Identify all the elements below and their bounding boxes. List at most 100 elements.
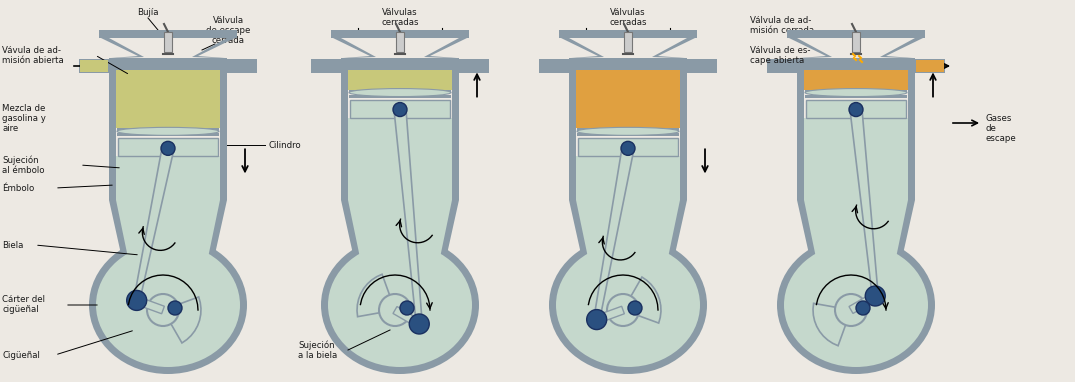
Bar	[539, 59, 569, 73]
Text: Cilindro: Cilindro	[268, 141, 301, 149]
Circle shape	[607, 294, 639, 326]
Text: misión cerrada: misión cerrada	[750, 26, 814, 34]
Text: cape abierta: cape abierta	[750, 55, 804, 65]
Bar	[349, 95, 452, 97]
Text: Vávula de ad-: Vávula de ad-	[2, 45, 61, 55]
Polygon shape	[133, 147, 174, 301]
Polygon shape	[424, 38, 467, 58]
Bar	[559, 30, 697, 38]
Polygon shape	[393, 306, 421, 327]
Bar	[787, 30, 924, 38]
Polygon shape	[576, 200, 680, 256]
Ellipse shape	[321, 236, 479, 374]
Circle shape	[127, 290, 146, 311]
Bar	[577, 133, 679, 136]
Text: al émbolo: al émbolo	[2, 165, 44, 175]
Polygon shape	[596, 306, 625, 323]
Polygon shape	[395, 109, 422, 324]
Polygon shape	[850, 109, 878, 296]
Text: Cárter del: Cárter del	[2, 296, 45, 304]
Bar	[118, 138, 218, 156]
Ellipse shape	[117, 127, 219, 135]
Polygon shape	[593, 147, 634, 320]
Bar	[852, 32, 860, 52]
Bar	[578, 138, 678, 156]
Circle shape	[147, 294, 180, 326]
Bar	[109, 70, 116, 200]
Bar	[109, 58, 227, 70]
Polygon shape	[849, 293, 877, 314]
Bar	[164, 32, 172, 52]
Polygon shape	[101, 38, 144, 58]
Bar	[804, 118, 908, 200]
Bar	[687, 59, 717, 73]
Bar	[916, 60, 944, 72]
Bar	[350, 100, 450, 118]
Bar	[576, 70, 680, 128]
Circle shape	[410, 314, 429, 334]
Circle shape	[628, 301, 642, 315]
Bar	[227, 59, 257, 73]
Bar	[576, 156, 680, 200]
Circle shape	[621, 141, 635, 155]
Text: de: de	[985, 123, 995, 133]
Polygon shape	[624, 277, 661, 323]
Text: misión abierta: misión abierta	[2, 55, 63, 65]
Bar	[805, 89, 907, 92]
Polygon shape	[116, 200, 220, 256]
Bar	[311, 59, 341, 73]
Bar	[680, 70, 687, 200]
Text: Sujeción: Sujeción	[298, 340, 334, 350]
Ellipse shape	[556, 243, 700, 367]
Bar	[99, 30, 236, 38]
Bar	[117, 133, 219, 136]
Polygon shape	[653, 38, 696, 58]
Bar	[116, 70, 220, 128]
Text: cigüeñal: cigüeñal	[2, 306, 39, 314]
Bar	[915, 59, 945, 73]
Ellipse shape	[549, 236, 707, 374]
Bar	[331, 30, 469, 38]
Bar	[348, 70, 452, 89]
Polygon shape	[333, 38, 376, 58]
Text: Válvula de ad-: Válvula de ad-	[750, 16, 812, 24]
Polygon shape	[192, 38, 235, 58]
Bar	[349, 89, 452, 92]
Polygon shape	[797, 200, 915, 252]
Ellipse shape	[777, 236, 935, 374]
Circle shape	[393, 102, 407, 117]
Bar	[797, 70, 804, 200]
Polygon shape	[569, 200, 687, 252]
Text: gasolina y: gasolina y	[2, 113, 46, 123]
Text: Válvulas: Válvulas	[383, 8, 418, 16]
Bar	[805, 95, 907, 97]
Circle shape	[379, 294, 411, 326]
Ellipse shape	[328, 243, 472, 367]
Bar	[220, 70, 227, 200]
Text: Bujía: Bujía	[138, 8, 159, 16]
Polygon shape	[789, 38, 832, 58]
Bar	[80, 60, 108, 72]
Text: Mezcla de: Mezcla de	[2, 104, 45, 113]
Text: Gases: Gases	[985, 113, 1012, 123]
Bar	[804, 70, 908, 89]
Circle shape	[161, 141, 175, 155]
Bar	[341, 58, 459, 70]
Text: Válvula: Válvula	[213, 16, 244, 24]
Text: cerrada: cerrada	[212, 36, 244, 44]
Circle shape	[587, 309, 606, 330]
Bar	[78, 59, 109, 73]
Circle shape	[856, 301, 870, 315]
Circle shape	[849, 102, 863, 117]
Text: Cigüeñal: Cigüeñal	[2, 351, 40, 359]
Bar	[569, 70, 576, 200]
Polygon shape	[135, 297, 164, 314]
Ellipse shape	[96, 243, 240, 367]
Polygon shape	[163, 297, 201, 343]
Text: cerradas: cerradas	[610, 18, 647, 26]
Text: Sujeción: Sujeción	[2, 155, 39, 165]
Bar	[452, 70, 459, 200]
Bar	[908, 70, 915, 200]
Bar	[766, 59, 797, 73]
Text: Válvulas: Válvulas	[611, 8, 646, 16]
